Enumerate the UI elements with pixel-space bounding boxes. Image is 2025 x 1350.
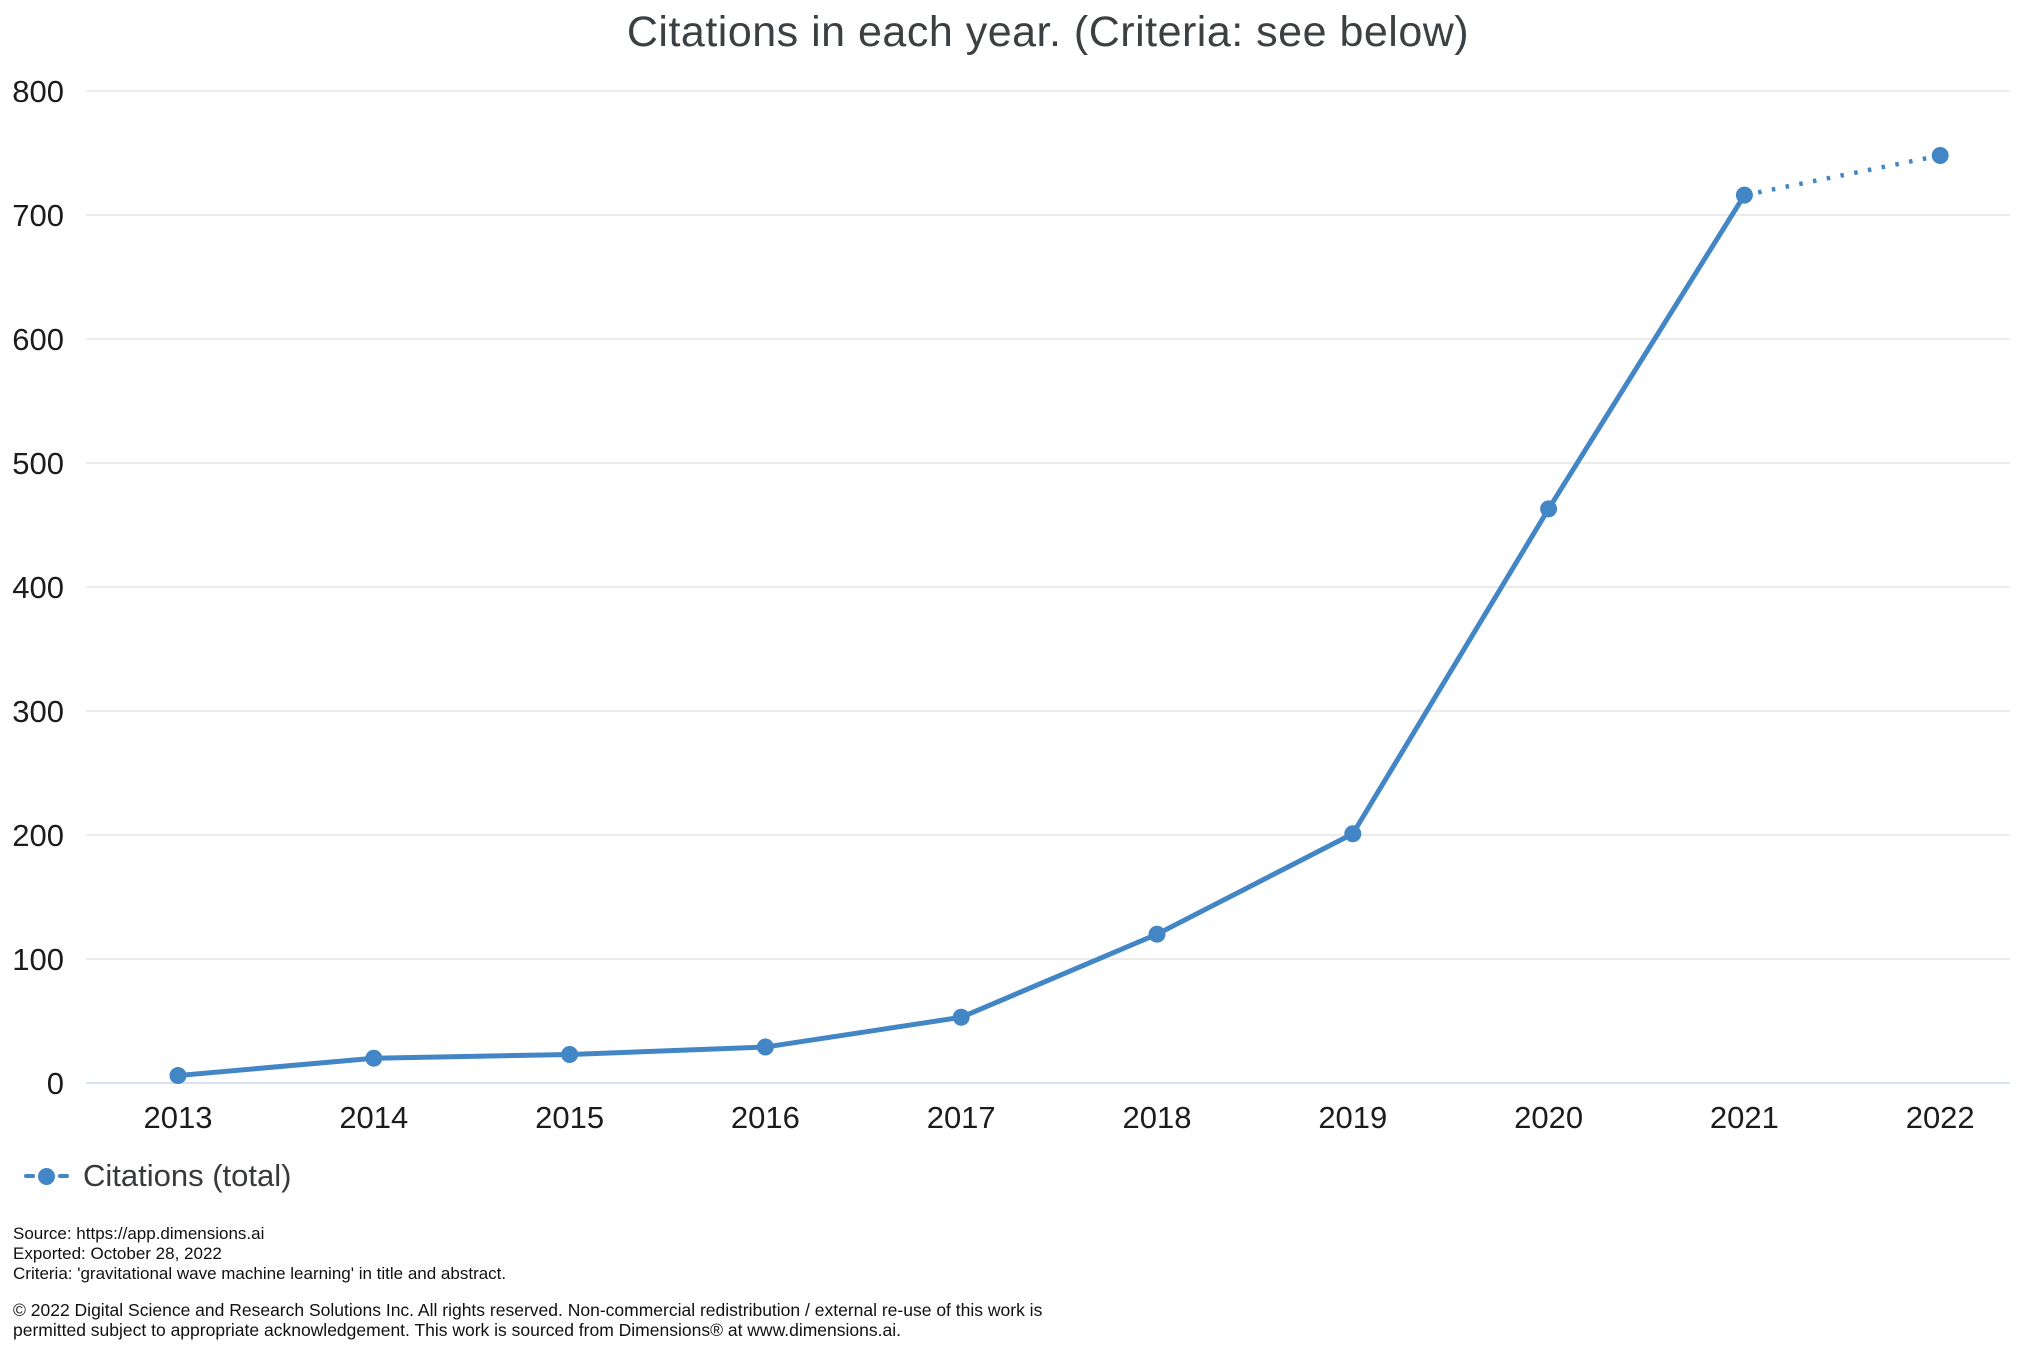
data-point-marker bbox=[1344, 825, 1362, 843]
data-point-marker bbox=[1735, 186, 1753, 204]
legend-series-marker-icon bbox=[24, 1167, 69, 1185]
x-tick-label: 2018 bbox=[1123, 1100, 1192, 1135]
y-tick-label: 100 bbox=[12, 942, 64, 977]
gridlines bbox=[86, 90, 2010, 1084]
data-series bbox=[169, 146, 1949, 1085]
criteria-line: Criteria: 'gravitational wave machine le… bbox=[13, 1264, 507, 1283]
data-point-marker bbox=[365, 1049, 383, 1067]
x-tick-label: 2017 bbox=[927, 1100, 996, 1135]
legend-dash-icon bbox=[24, 1174, 35, 1178]
series-line-solid bbox=[177, 193, 1747, 1079]
y-tick-label: 700 bbox=[12, 198, 64, 233]
y-tick-label: 600 bbox=[12, 322, 64, 357]
y-tick-label: 0 bbox=[47, 1066, 64, 1101]
x-tick-label: 2015 bbox=[535, 1100, 604, 1135]
legend-dash-icon bbox=[58, 1174, 69, 1178]
data-point-marker bbox=[561, 1045, 579, 1063]
x-tick-label: 2013 bbox=[144, 1100, 213, 1135]
data-point-marker bbox=[952, 1008, 970, 1026]
y-tick-label: 300 bbox=[12, 694, 64, 729]
copyright-block: © 2022 Digital Science and Research Solu… bbox=[13, 1300, 1042, 1340]
legend-label: Citations (total) bbox=[83, 1158, 292, 1193]
data-point-marker bbox=[1148, 925, 1166, 943]
y-tick-label: 500 bbox=[12, 446, 64, 481]
x-tick-label: 2020 bbox=[1514, 1100, 1583, 1135]
x-tick-label: 2016 bbox=[731, 1100, 800, 1135]
y-tick-label: 800 bbox=[12, 74, 64, 109]
axis-labels: 0 100 200 300 400 500 600 700 800 2013 2014 2015 201… bbox=[12, 74, 1974, 1135]
legend: Citations (total) bbox=[24, 1158, 291, 1194]
legend-dot-icon bbox=[38, 1167, 55, 1185]
source-block: Source: https://app.dimensions.ai Export… bbox=[13, 1224, 506, 1284]
data-point-marker bbox=[1931, 146, 1949, 164]
chart-title: Citations in each year. (Criteria: see b… bbox=[626, 8, 1470, 56]
y-tick-label: 400 bbox=[12, 570, 64, 605]
copyright-line-1: © 2022 Digital Science and Research Solu… bbox=[13, 1300, 1043, 1320]
data-point-marker bbox=[756, 1038, 774, 1056]
exported-line: Exported: October 28, 2022 bbox=[13, 1244, 222, 1263]
data-point-marker bbox=[169, 1067, 187, 1085]
source-line: Source: https://app.dimensions.ai bbox=[13, 1224, 265, 1243]
line-chart: 0 100 200 300 400 500 600 700 800 2013 2014 2015 201… bbox=[12, 74, 2010, 1135]
copyright-line-2: permitted subject to appropriate acknowl… bbox=[13, 1320, 901, 1340]
x-tick-label: 2021 bbox=[1710, 1100, 1779, 1135]
data-point-marker bbox=[1540, 500, 1558, 518]
x-tick-label: 2022 bbox=[1906, 1100, 1975, 1135]
x-tick-label: 2014 bbox=[339, 1100, 408, 1135]
y-tick-label: 200 bbox=[12, 818, 64, 853]
x-tick-label: 2019 bbox=[1318, 1100, 1387, 1135]
series-line-dotted bbox=[1743, 153, 1941, 198]
